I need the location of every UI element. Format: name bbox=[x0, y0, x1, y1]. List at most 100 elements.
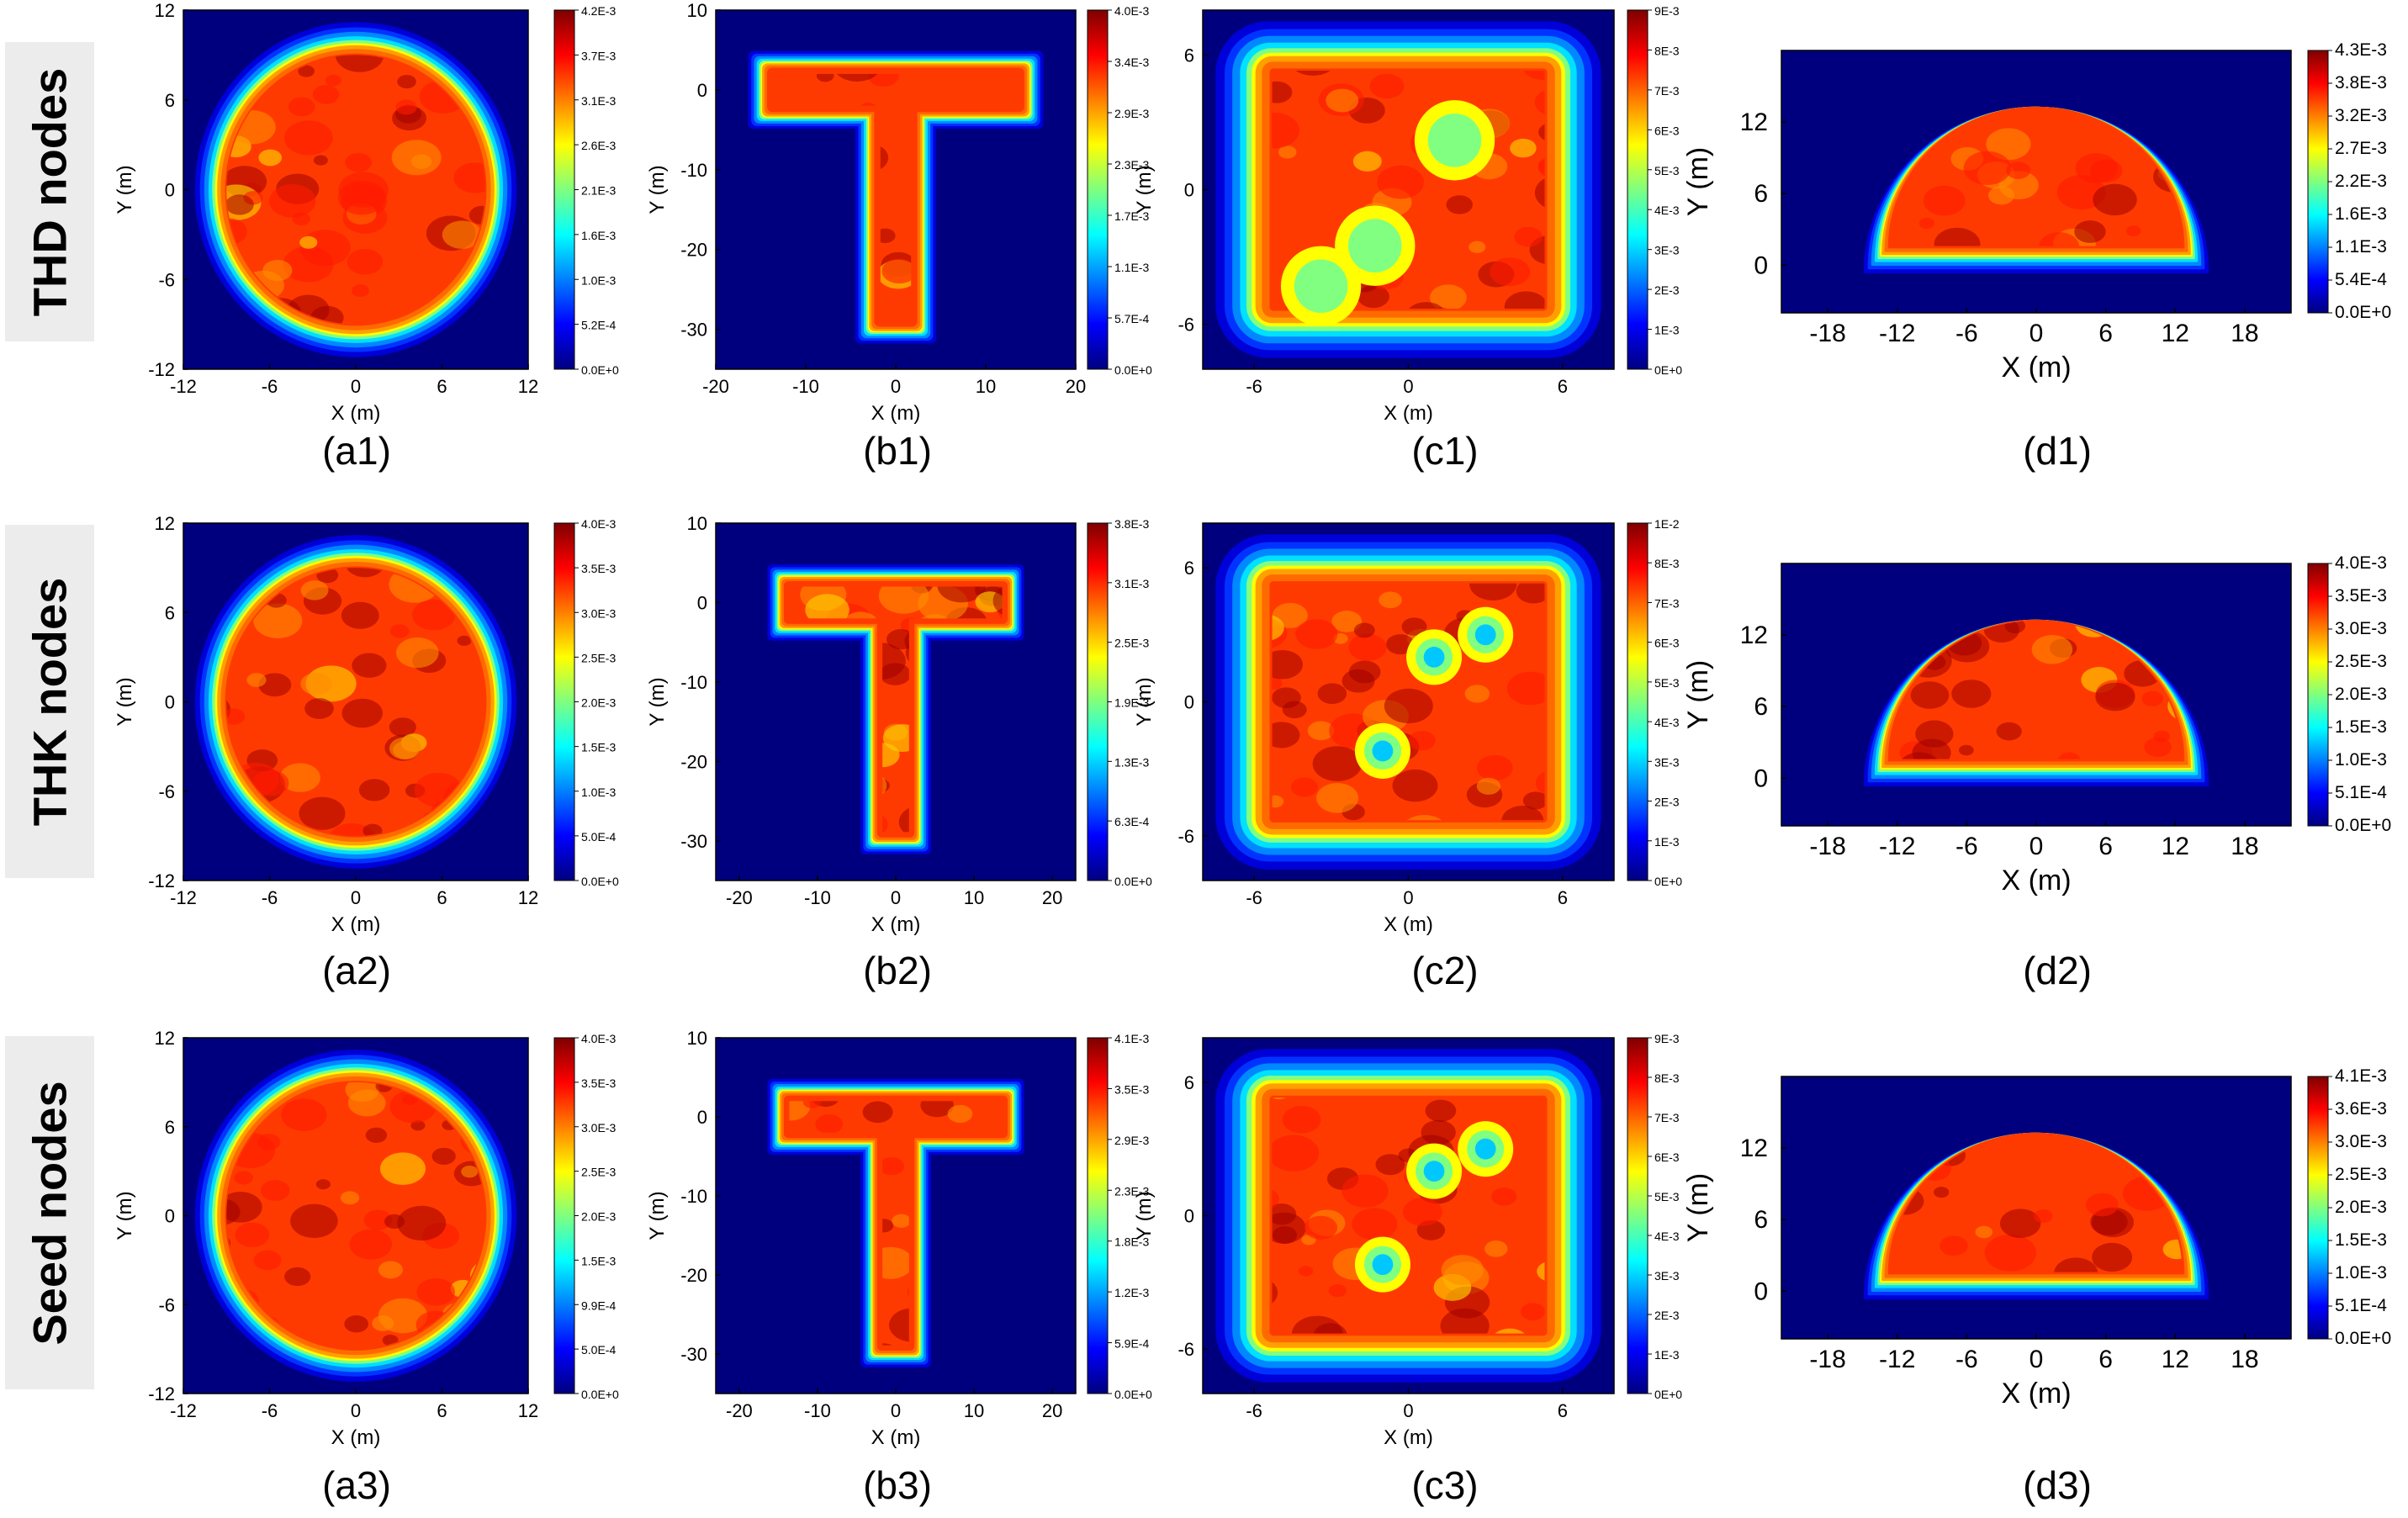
texture-blob bbox=[1348, 633, 1387, 661]
field-group bbox=[194, 1050, 517, 1382]
x-axis-label: X (m) bbox=[871, 1426, 921, 1449]
colorbar-tick-label: 1.2E-3 bbox=[1114, 1286, 1149, 1299]
colorbar-tick-label: 7E-3 bbox=[1654, 84, 1680, 98]
texture-blob bbox=[345, 152, 373, 172]
texture-blob bbox=[1516, 583, 1545, 604]
texture-blob bbox=[1537, 1261, 1545, 1283]
texture-blob bbox=[246, 673, 267, 687]
y-tick-label: 10 bbox=[687, 513, 707, 534]
texture-blob bbox=[1504, 291, 1545, 309]
texture-blob bbox=[2033, 1209, 2053, 1224]
texture-blob bbox=[1934, 227, 1981, 246]
y-tick-label: 12 bbox=[1740, 108, 1768, 136]
colorbar-tick-label: 1.0E-3 bbox=[2335, 750, 2387, 770]
texture-blob bbox=[1510, 138, 1537, 158]
texture-blob bbox=[258, 149, 283, 167]
colorbar-tick-label: 4.0E-3 bbox=[1114, 4, 1149, 18]
colorbar-tick-label: 0E+0 bbox=[1654, 1388, 1682, 1401]
row-label-seed: Seed nodes bbox=[5, 1036, 94, 1389]
texture-blob bbox=[363, 1209, 393, 1230]
colorbar bbox=[2307, 563, 2329, 827]
texture-blob bbox=[365, 1127, 388, 1143]
y-tick-label: 6 bbox=[165, 1117, 175, 1138]
colorbar-tick-label: 1.0E-3 bbox=[581, 273, 616, 287]
y-tick-label: 12 bbox=[1740, 621, 1768, 649]
texture-blob bbox=[253, 1250, 282, 1271]
subplot-b1: -20 -10 0 10 20 -30 -20 -10 0 10 X (m) Y (m) 0.0E+0 5… bbox=[646, 0, 1152, 473]
texture-blob bbox=[1369, 73, 1405, 99]
colorbar-tick-label: 8E-3 bbox=[1654, 44, 1680, 57]
texture-blob bbox=[379, 1152, 426, 1185]
texture-blob bbox=[1272, 614, 1284, 642]
colorbar-tick-label: 2.9E-3 bbox=[1114, 1134, 1149, 1147]
texture-blob bbox=[258, 673, 292, 697]
subplot-label: (a3) bbox=[322, 1463, 391, 1507]
texture-blob bbox=[1469, 583, 1517, 601]
texture-blob bbox=[315, 1179, 331, 1190]
field-group bbox=[1863, 1060, 2210, 1300]
hole-center bbox=[1372, 1254, 1394, 1276]
y-axis-label: Y (m) bbox=[1682, 147, 1714, 216]
colorbar-tick-label: 3.0E-3 bbox=[2335, 1132, 2387, 1151]
field-group bbox=[194, 22, 517, 357]
texture-blob bbox=[1342, 669, 1375, 693]
x-tick-label: 0 bbox=[351, 1400, 361, 1421]
texture-blob bbox=[1986, 128, 2031, 161]
x-tick-label: 0 bbox=[891, 376, 901, 397]
y-axis-label: Y (m) bbox=[646, 1191, 669, 1240]
texture-blob bbox=[299, 796, 346, 830]
x-axis-label: X (m) bbox=[331, 402, 381, 425]
colorbar-tick-label: 2.9E-3 bbox=[1114, 107, 1149, 120]
colorbar bbox=[1627, 9, 1649, 370]
y-tick-label: -20 bbox=[680, 751, 707, 772]
x-axis-label: X (m) bbox=[1384, 1426, 1433, 1449]
colorbar-tick-label: 5.0E-4 bbox=[581, 1343, 616, 1357]
colorbar-tick-label: 2.7E-3 bbox=[2335, 139, 2387, 158]
texture-blob bbox=[345, 568, 385, 578]
colorbar-tick-label: 4.1E-3 bbox=[1114, 1032, 1149, 1045]
y-tick-label: 12 bbox=[155, 0, 175, 21]
colorbar-tick-label: 5.1E-4 bbox=[2335, 783, 2387, 802]
texture-blob bbox=[325, 74, 341, 87]
texture-blob bbox=[1384, 688, 1433, 724]
colorbar-tick-label: 3.5E-3 bbox=[1114, 1082, 1149, 1096]
texture-blob bbox=[1377, 165, 1425, 199]
subplot-a3: -12 -6 0 6 12 -12 -6 0 6 12 X (m) Y (m) 0.0E+0 5.0E-4… bbox=[114, 1028, 619, 1507]
colorbar-tick-label: 4.0E-3 bbox=[2335, 553, 2387, 573]
x-tick-label: 6 bbox=[1558, 1400, 1568, 1421]
texture-blob bbox=[815, 1113, 844, 1135]
y-tick-label: 0 bbox=[165, 180, 175, 201]
subplot-label: (b2) bbox=[863, 949, 932, 992]
colorbar-tick-label: 3E-3 bbox=[1654, 755, 1680, 769]
texture-blob bbox=[1272, 677, 1283, 690]
colorbar-tick-label: 2.2E-3 bbox=[2335, 172, 2387, 191]
hole-center bbox=[1305, 271, 1336, 302]
colorbar-tick-label: 4.0E-3 bbox=[581, 1032, 616, 1045]
subplot-label: (c2) bbox=[1411, 949, 1478, 992]
texture-blob bbox=[283, 120, 333, 156]
field-layer bbox=[766, 67, 1025, 327]
texture-blob bbox=[2075, 153, 2118, 183]
colorbar-tick-label: 0.0E+0 bbox=[1114, 1388, 1152, 1401]
texture-blob bbox=[226, 1192, 262, 1223]
texture-blob bbox=[389, 624, 410, 638]
colorbar-tick-label: 2.3E-3 bbox=[1114, 1184, 1149, 1198]
y-tick-label: -6 bbox=[1178, 826, 1194, 847]
colorbar-tick-label: 8E-3 bbox=[1654, 557, 1680, 570]
texture-blob bbox=[1996, 722, 2022, 741]
colorbar-tick-label: 2E-3 bbox=[1654, 283, 1680, 297]
texture-blob bbox=[2039, 231, 2080, 246]
x-tick-label: 18 bbox=[2231, 833, 2258, 860]
colorbar bbox=[1627, 1037, 1649, 1394]
texture-blob bbox=[2141, 690, 2164, 706]
texture-blob bbox=[1278, 145, 1297, 159]
colorbar-tick-label: 3.6E-3 bbox=[2335, 1099, 2387, 1119]
colorbar-tick-label: 3.5E-3 bbox=[2335, 586, 2387, 606]
colorbar-tick-label: 1.9E-3 bbox=[1114, 696, 1149, 710]
x-tick-label: -12 bbox=[170, 1400, 197, 1421]
colorbar-tick-label: 3.8E-3 bbox=[2335, 73, 2387, 93]
hole-center bbox=[1439, 124, 1470, 156]
x-tick-label: 0 bbox=[2030, 833, 2044, 860]
x-tick-label: -6 bbox=[262, 1400, 278, 1421]
texture-blob bbox=[396, 637, 439, 669]
